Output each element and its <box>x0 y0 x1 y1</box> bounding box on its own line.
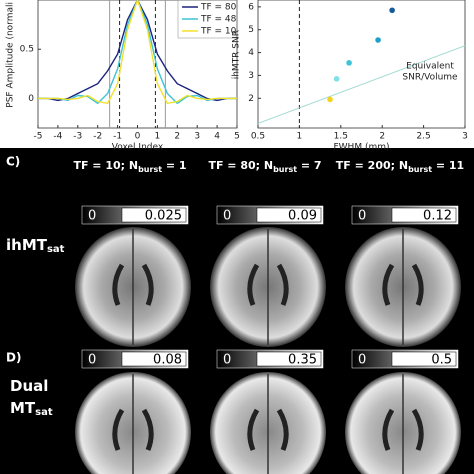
ventricles <box>382 408 424 451</box>
x-tick-label: 2 <box>379 132 385 142</box>
header-text: TF = 10; N <box>73 159 138 172</box>
row-title: ihMTsat <box>6 236 65 256</box>
x-tick-label: 0.5 <box>251 132 265 142</box>
ventricles <box>112 263 154 306</box>
colorbar-min: 0 <box>223 353 231 368</box>
x-tick-label: 3 <box>194 132 200 142</box>
colorbar-max: 0.12 <box>423 209 452 224</box>
ventricles <box>247 408 289 451</box>
legend-label: TF = 80 <box>200 3 237 13</box>
x-axis-label: Voxel Index <box>112 143 164 153</box>
row-title-sub: sat <box>35 407 53 418</box>
y-tick-label: 2 <box>248 94 254 104</box>
ventricles <box>112 408 154 451</box>
colorbar-max-box <box>256 207 322 223</box>
header-text: TF = 80; N <box>208 159 273 172</box>
column-header: TF = 10; Nburst = 1 <box>73 159 186 174</box>
y-axis-label: ihMTR SNR <box>232 30 242 79</box>
ventricles <box>382 263 424 306</box>
row-title-sub: sat <box>47 244 65 255</box>
x-tick-label: 3 <box>462 132 468 142</box>
y-tick-label: 6 <box>248 2 254 12</box>
colorbar-max: 0.08 <box>153 353 182 368</box>
point <box>389 7 395 14</box>
colorbar-max: 0.35 <box>288 353 317 368</box>
x-tick-label: 0 <box>135 132 141 142</box>
point <box>333 76 340 82</box>
x-tick-label: -1 <box>113 132 122 142</box>
column-header: TF = 80; Nburst = 7 <box>208 159 321 174</box>
x-tick-label: 1 <box>297 132 303 142</box>
x-tick-label: 1.5 <box>334 132 348 142</box>
header-text: = 11 <box>432 159 464 172</box>
colorbar-min: 0 <box>358 353 366 368</box>
colorbar-max: 0.5 <box>431 353 452 368</box>
header-text: = 7 <box>297 159 322 172</box>
point <box>346 60 352 66</box>
legend-box <box>177 0 238 39</box>
colorbar-min: 0 <box>88 209 96 224</box>
reference-label: SNR/Volume <box>402 73 458 83</box>
colorbar-max-box <box>121 207 187 223</box>
header-sub: burst <box>408 165 432 174</box>
panel-label: C) <box>6 155 20 169</box>
x-tick-label: 4 <box>214 132 220 142</box>
ventricles <box>247 263 289 306</box>
row-title-main: ihMT <box>6 236 48 254</box>
legend-label: TF = 48 <box>200 15 237 25</box>
legend-label: TF = 10 <box>200 27 237 37</box>
x-axis-label: FWHM (mm) <box>333 143 389 153</box>
point <box>375 37 381 43</box>
y-tick-label: 0 <box>28 94 34 104</box>
colorbar-max: 0.025 <box>145 209 182 224</box>
panel-label: D) <box>6 351 21 365</box>
x-tick-label: 1 <box>155 132 161 142</box>
x-tick-label: -5 <box>34 132 43 142</box>
x-tick-label: -4 <box>53 132 62 142</box>
y-tick-label: 0.5 <box>20 45 34 55</box>
x-tick-label: -3 <box>73 132 82 142</box>
colorbar-min: 0 <box>88 353 96 368</box>
plot-area <box>257 0 466 129</box>
y-tick-label: 4 <box>248 48 254 58</box>
colorbar-max-box <box>391 351 457 367</box>
psf-line <box>38 0 237 102</box>
colorbar-min: 0 <box>358 209 366 224</box>
row-title: MTsat <box>10 399 53 419</box>
header-sub: burst <box>138 165 162 174</box>
x-tick-label: 2 <box>174 132 180 142</box>
point <box>327 96 333 103</box>
colorbar-min: 0 <box>223 209 231 224</box>
row-title-main: MT <box>10 399 36 417</box>
row-title-main: Dual <box>10 377 48 395</box>
colorbar-max-box <box>121 351 187 367</box>
x-tick-label: -2 <box>93 132 102 142</box>
header-text: TF = 200; N <box>336 159 408 172</box>
row-title: Dual <box>10 377 48 395</box>
y-tick-label: 3 <box>248 71 254 81</box>
colorbar-max: 0.09 <box>288 209 317 224</box>
header-sub: burst <box>273 165 297 174</box>
header-text: = 1 <box>162 159 187 172</box>
reference-line <box>257 45 466 124</box>
x-tick-label: 2.5 <box>416 132 430 142</box>
psf-line <box>38 0 237 105</box>
x-tick-label: 5 <box>234 132 240 142</box>
reference-label: Equivalent <box>406 62 454 72</box>
colorbar-max-box <box>256 351 322 367</box>
colorbar-max-box <box>391 207 457 223</box>
y-axis-label: PSF Amplitude (normali <box>6 2 16 108</box>
column-header: TF = 200; Nburst = 11 <box>336 159 464 174</box>
y-tick-label: 5 <box>248 25 254 35</box>
